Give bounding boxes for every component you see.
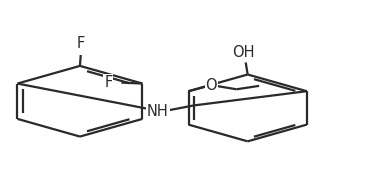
Text: OH: OH	[232, 45, 255, 60]
Text: F: F	[104, 75, 112, 90]
Text: F: F	[76, 36, 85, 51]
Text: O: O	[206, 78, 217, 93]
Text: NH: NH	[147, 104, 169, 119]
